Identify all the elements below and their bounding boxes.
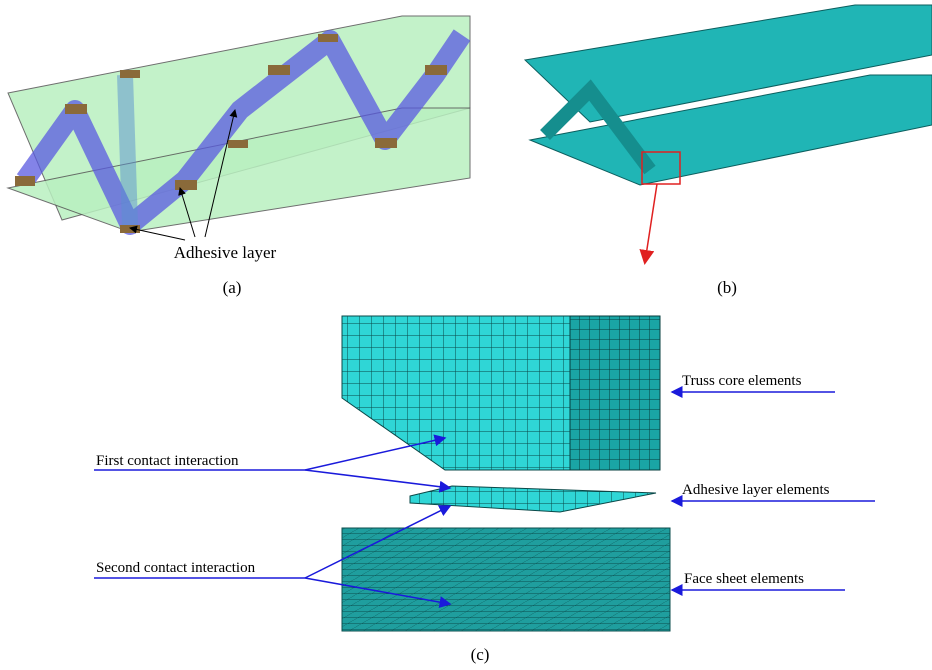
caption: (c)	[471, 645, 490, 664]
annotation-arrow	[130, 228, 185, 240]
label-second-contact: Second contact interaction	[96, 560, 256, 576]
truss-block-front	[342, 316, 570, 470]
label-truss: Truss core elements	[682, 373, 802, 389]
figure: Adhesive layer (a) (b) Truss core elemen…	[0, 0, 932, 670]
panel-b: (b)	[525, 5, 932, 297]
pointer	[305, 470, 450, 488]
annotation: Adhesive layer	[174, 243, 277, 262]
caption: (b)	[717, 278, 737, 297]
caption: (a)	[223, 278, 242, 297]
zoom-arrow	[645, 184, 657, 262]
panel-a: Adhesive layer (a)	[8, 16, 470, 297]
truss-back	[125, 75, 130, 225]
face-sheet	[342, 528, 670, 631]
panel-c: Truss core elements Adhesive layer eleme…	[94, 316, 875, 664]
label-face-sheet: Face sheet elements	[684, 571, 804, 587]
truss-block-side	[570, 316, 660, 470]
label-adhesive: Adhesive layer elements	[682, 482, 830, 498]
label-first-contact: First contact interaction	[96, 453, 239, 469]
